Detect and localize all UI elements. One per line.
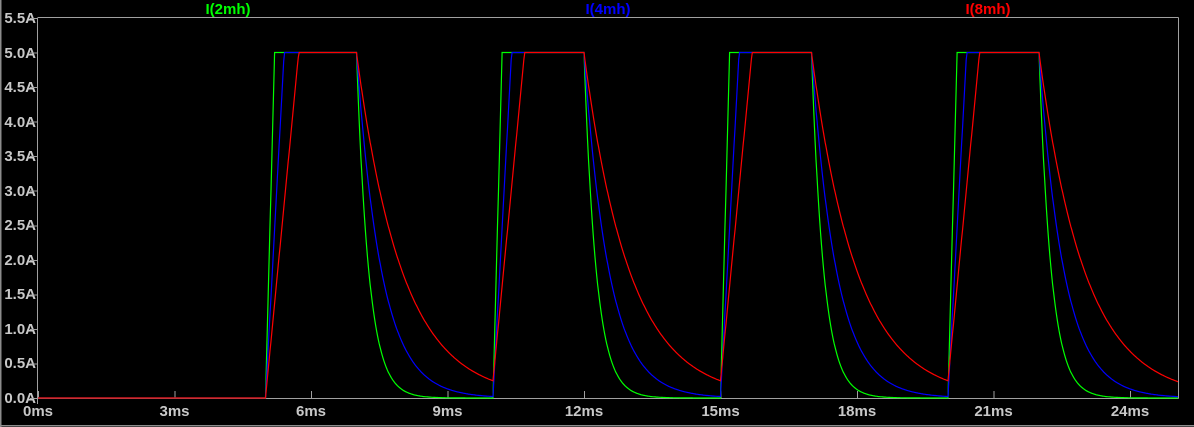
y-axis-tick-label: 0.5A — [4, 355, 36, 373]
y-axis-tick-label: 3.0A — [4, 182, 36, 200]
legend-trace-i2mh[interactable]: I(2mh) — [205, 1, 251, 18]
y-axis-tick-label: 4.5A — [4, 79, 36, 97]
legend-trace-i8mh[interactable]: I(8mh) — [965, 1, 1011, 18]
x-axis-tick-label: 0ms — [22, 403, 54, 420]
y-axis-tick-label: 3.5A — [4, 148, 36, 166]
x-axis-tick-label: 9ms — [432, 403, 463, 420]
trace-i8mh — [38, 51, 1179, 399]
y-axis-tick-label: 5.0A — [4, 44, 36, 62]
x-axis-tick-label: 15ms — [701, 403, 740, 420]
y-axis-tick-label: 2.0A — [4, 251, 36, 269]
y-axis-tick-label: 0.0A — [4, 390, 36, 407]
y-axis-tick-label: 2.5A — [4, 217, 36, 235]
x-axis-tick-label: 24ms — [1110, 403, 1150, 420]
x-axis-tick-label: 6ms — [295, 403, 327, 420]
x-axis-tick-label: 21ms — [974, 403, 1013, 420]
legend-trace-i4mh[interactable]: I(4mh) — [585, 1, 631, 18]
x-axis-tick-label: 18ms — [837, 403, 877, 420]
y-axis-tick-label: 1.5A — [4, 286, 36, 304]
trace-i2mh — [38, 51, 1178, 399]
trace-i4mh — [38, 51, 1179, 399]
x-axis-tick-label: 12ms — [564, 403, 604, 420]
y-axis-tick-label: 1.0A — [4, 320, 36, 338]
x-axis-tick-label: 3ms — [159, 403, 190, 420]
y-axis-tick-label: 5.5A — [4, 10, 36, 27]
y-axis-tick-label: 4.0A — [4, 113, 36, 131]
